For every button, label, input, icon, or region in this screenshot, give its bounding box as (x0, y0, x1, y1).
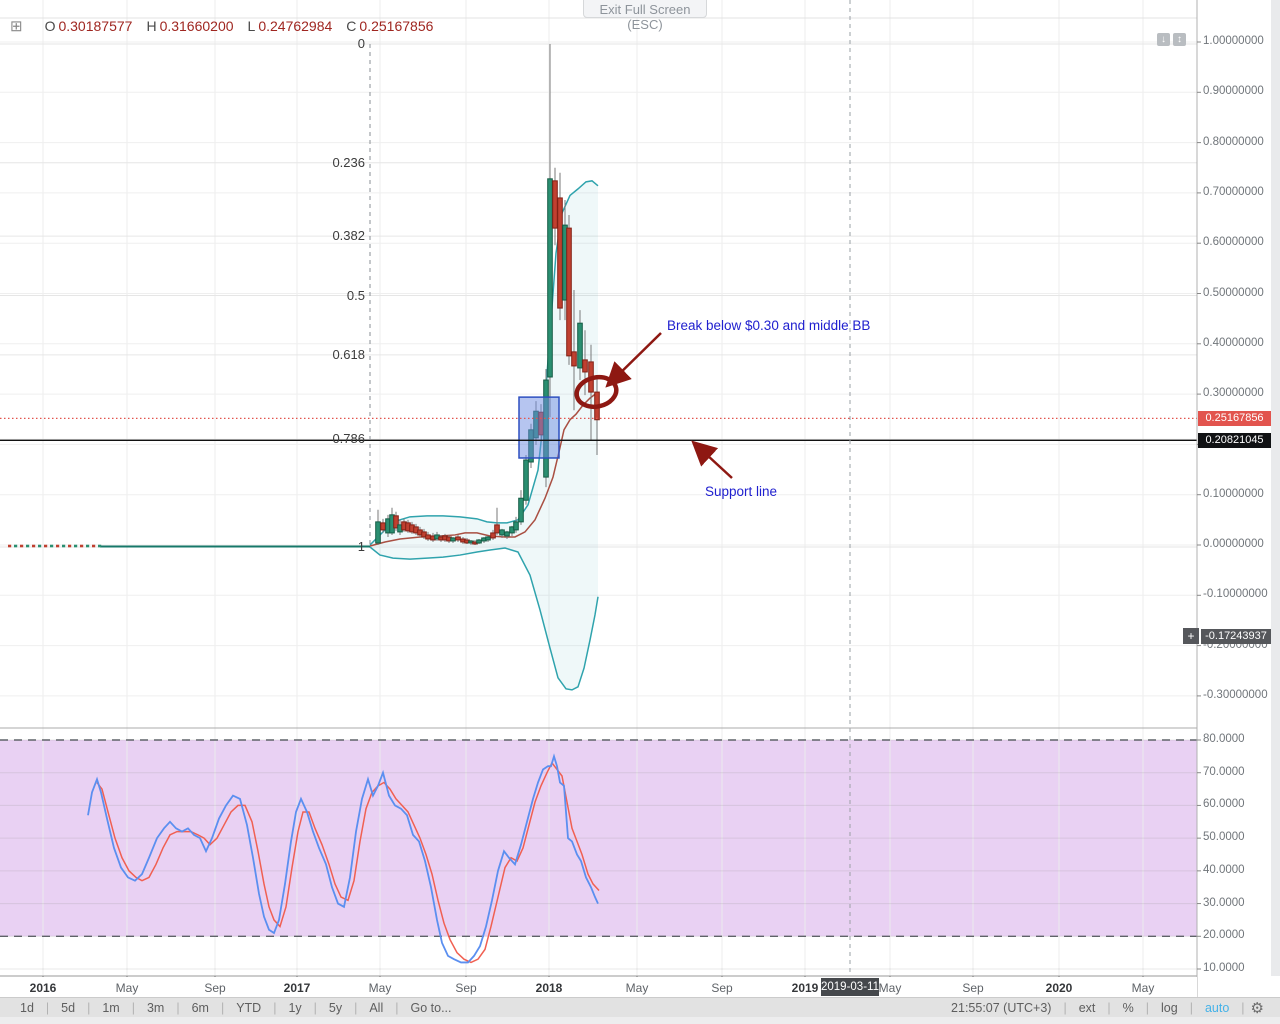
close-label: C (346, 18, 357, 34)
close-value: 0.25167856 (359, 18, 434, 34)
time-tick: 2020 (1045, 981, 1073, 995)
range-button-1d[interactable]: 1d (20, 1000, 34, 1015)
price-tick: 0.70000000 (1203, 185, 1264, 198)
range-button-3m[interactable]: 3m (146, 1000, 165, 1015)
toolbar-button-ext[interactable]: ext (1078, 1000, 1096, 1015)
indicator-tick: 30.0000 (1203, 896, 1245, 909)
time-tick: 2017 (283, 981, 311, 995)
low-label: L (247, 18, 256, 34)
toolbar-separator: | (354, 1000, 358, 1015)
toolbar-separator: | (313, 1000, 317, 1015)
clock-label: 21:55:07 (UTC+3) (951, 1000, 1052, 1015)
low-value: 0.24762984 (258, 18, 333, 34)
price-tick: 0.90000000 (1203, 85, 1264, 98)
toolbar-separator: | (273, 1000, 277, 1015)
toolbar-button-log[interactable]: log (1161, 1000, 1178, 1015)
price-tick: 0.50000000 (1203, 286, 1264, 299)
price-tick: 0.80000000 (1203, 135, 1264, 148)
toolbar-separator: | (87, 1000, 91, 1015)
indicator-tick: 10.0000 (1203, 961, 1245, 974)
auto-scale-button[interactable]: auto (1204, 1000, 1230, 1015)
time-tick: May (368, 981, 392, 995)
time-axis[interactable]: 2016 May Sep 2017 May Sep 2018 May Sep 2019 May Sep… (0, 977, 1197, 997)
time-tick: 2016 (29, 981, 57, 995)
fib-level-label: 0.5 (346, 287, 365, 303)
support-price-tag: 0.20821045 (1198, 433, 1271, 448)
range-button-5y[interactable]: 5y (328, 1000, 343, 1015)
time-tick: 2018 (535, 981, 563, 995)
break-annotation-text[interactable]: Break below $0.30 and middle BB (667, 318, 871, 333)
toolbar-separator: | (131, 1000, 135, 1015)
fib-level-label: 1 (357, 539, 365, 554)
indicator-tick: 60.0000 (1203, 798, 1245, 811)
indicator-tick: 40.0000 (1203, 863, 1245, 876)
settings-gear-icon[interactable]: ⚙ (1250, 999, 1264, 1017)
scale-reset-button[interactable]: ↕ (1173, 33, 1186, 46)
toolbar-separator: | (220, 1000, 225, 1015)
range-button-5d[interactable]: 5d (61, 1000, 76, 1015)
indicator-tick: 80.0000 (1203, 733, 1245, 745)
exit-fullscreen-toast: Exit Full Screen (ESC) (583, 0, 707, 32)
time-tick: May (878, 981, 902, 995)
drawing-price-tag: -0.17243937 (1201, 629, 1271, 644)
range-button-ytd[interactable]: YTD (236, 1000, 262, 1015)
price-tick: 0.10000000 (1203, 487, 1264, 500)
bottom-strip (0, 1017, 1280, 1024)
indicator-tick: 50.0000 (1203, 831, 1245, 844)
time-tick: 2019 (791, 981, 819, 995)
ohlc-legend: ⊞ O 0.30187577 H 0.31660200 L 0.24762984… (10, 18, 434, 35)
time-tick: May (625, 981, 649, 995)
toolbar-separator: | (45, 1000, 50, 1015)
indicator-tick: 20.0000 (1203, 929, 1245, 942)
price-tick: 0.60000000 (1203, 236, 1264, 249)
bottom-toolbar: 1d | 5d | 1m | 3m | 6m | YTD | 1y | 5y | All | Go to... 21… (0, 997, 1280, 1017)
toolbar-separator: | (1189, 1000, 1193, 1015)
fib-level-label: 0.382 (332, 228, 365, 244)
fib-level-label: 0 (357, 36, 365, 51)
open-label: O (44, 18, 56, 34)
time-tick: Sep (711, 981, 733, 995)
range-button-all[interactable]: All (369, 1000, 384, 1015)
time-tick: Sep (455, 981, 477, 995)
price-tick: -0.30000000 (1203, 688, 1268, 701)
price-tick: -0.10000000 (1203, 588, 1268, 601)
time-tick: Sep (204, 981, 226, 995)
add-alert-plus-button[interactable]: + (1183, 628, 1199, 644)
price-tick: 0.00000000 (1203, 538, 1264, 550)
open-value: 0.30187577 (58, 18, 133, 34)
range-button-6m[interactable]: 6m (191, 1000, 209, 1015)
high-value: 0.31660200 (159, 18, 234, 34)
current-price-tag: 0.25167856 (1198, 411, 1271, 426)
scale-down-button[interactable]: ↓ (1157, 33, 1170, 46)
right-edge-strip (1271, 0, 1280, 976)
price-tick: 1.00000000 (1203, 35, 1264, 47)
price-tick: 0.30000000 (1203, 387, 1264, 400)
range-button-1y[interactable]: 1y (288, 1000, 302, 1015)
time-tick: May (115, 981, 139, 995)
fib-level-label: 0.786 (332, 431, 365, 447)
range-button-1m[interactable]: 1m (102, 1000, 120, 1015)
fib-level-label: 0.618 (332, 346, 365, 362)
symbol-grid-icon[interactable]: ⊞ (10, 18, 23, 35)
support-annotation-text[interactable]: Support line (705, 484, 778, 499)
indicator-tick: 70.0000 (1203, 765, 1245, 778)
toolbar-button-percent[interactable]: % (1122, 1000, 1134, 1015)
toolbar-separator: | (395, 1000, 399, 1015)
time-tick: May (1131, 981, 1155, 995)
toolbar-separator: | (1107, 1000, 1111, 1015)
toolbar-separator: | (176, 1000, 180, 1015)
toolbar-separator: | (1145, 1000, 1150, 1015)
high-label: H (146, 18, 157, 34)
fib-level-label: 0.236 (332, 154, 365, 170)
time-tick: Sep (962, 981, 984, 995)
range-button-goto[interactable]: Go to... (410, 1000, 452, 1015)
price-tick: 0.40000000 (1203, 336, 1264, 349)
crosshair-date-label: 2019-03-11 (821, 977, 879, 996)
